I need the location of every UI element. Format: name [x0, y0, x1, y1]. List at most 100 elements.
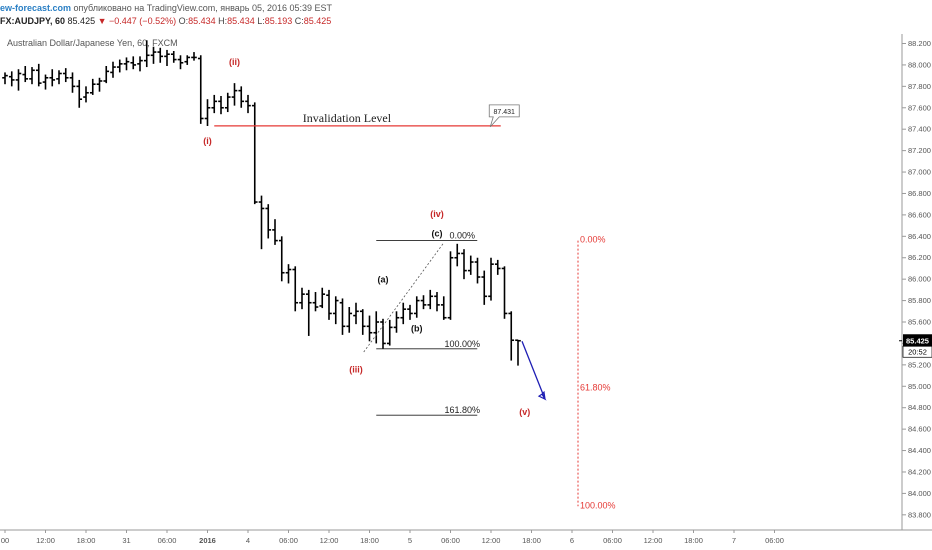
y-tick-label: 84.800 — [908, 403, 931, 412]
ohlc-bar — [76, 79, 83, 108]
x-tick-label: 12:00 — [482, 536, 501, 545]
ohlc-bar — [49, 69, 56, 87]
fib-level-label: 100.00% — [444, 339, 480, 349]
y-tick-label: 85.200 — [908, 360, 931, 369]
ohlc-bar — [312, 292, 319, 312]
ohlc-bar — [150, 46, 157, 64]
ohlc-bar — [116, 59, 123, 73]
ohlc-bar — [501, 266, 508, 319]
ohlc-bar — [332, 296, 339, 325]
ohlc-bar — [224, 92, 231, 113]
ohlc-bar — [292, 266, 299, 312]
ohlc-bar — [110, 61, 116, 78]
x-tick-label: 12:00 — [36, 536, 55, 545]
ohlc-high-label: H: — [218, 16, 228, 26]
ohlc-bar — [15, 69, 22, 91]
y-tick-label: 85.800 — [908, 296, 931, 305]
ohlc-bar — [218, 95, 224, 115]
ohlc-bar — [359, 309, 366, 335]
x-tick-label: 06:00 — [765, 536, 784, 545]
y-tick-label: 86.400 — [908, 232, 931, 241]
x-tick-label: 4 — [246, 536, 250, 545]
fib-trend-line — [363, 242, 445, 353]
ohlc-bar — [83, 86, 89, 103]
ohlc-bar — [413, 296, 420, 318]
x-tick-label: 18:00 — [522, 536, 541, 545]
publish-info: опубликовано на TradingView.com, январь … — [73, 3, 333, 13]
price-change: −0.447 (−0.52%) — [109, 16, 177, 26]
ohlc-bar — [346, 307, 353, 333]
ohlc-bar — [62, 68, 69, 83]
y-tick-label: 88.200 — [908, 39, 931, 48]
ohlc-bar — [258, 195, 265, 250]
y-tick-label: 86.800 — [908, 189, 931, 198]
wave-label: (b) — [411, 324, 423, 334]
ohlc-bar — [272, 219, 278, 245]
invalidation-label: Invalidation Level — [303, 111, 392, 125]
invalidation-price-label: 87.431 — [494, 109, 516, 116]
ohlc-bar — [42, 74, 49, 90]
ohlc-bar — [238, 86, 245, 108]
ohlc-bar — [373, 311, 380, 344]
ohlc-bar — [191, 52, 197, 61]
ohlc-bar — [447, 251, 454, 320]
chart-title: Australian Dollar/Japanese Yen, 60, FXCM — [7, 38, 178, 48]
ohlc-bar — [319, 287, 326, 309]
wave-label: (iii) — [349, 364, 363, 374]
ohlc-bar — [440, 296, 447, 320]
ohlc-bar — [56, 70, 62, 85]
ohlc-bar — [434, 292, 440, 312]
y-tick-label: 87.200 — [908, 146, 931, 155]
ohlc-bar — [420, 295, 427, 310]
y-tick-label: 84.200 — [908, 467, 931, 476]
ohlc-bar — [326, 289, 332, 320]
y-tick-label: 84.000 — [908, 489, 931, 498]
wave-label: (iv) — [430, 209, 444, 219]
ohlc-bar — [197, 55, 204, 124]
y-tick-label: 86.200 — [908, 253, 931, 262]
ohlc-bar — [278, 236, 285, 282]
ohlc-bar — [245, 94, 251, 114]
x-tick-label: 12:00 — [644, 536, 663, 545]
ohlc-bar — [177, 55, 184, 70]
ohlc-bar — [143, 40, 150, 68]
y-tick-label: 87.400 — [908, 125, 931, 134]
x-tick-label: 31 — [122, 536, 130, 545]
y-tick-label: 87.600 — [908, 103, 931, 112]
ohlc-bar — [103, 65, 110, 84]
symbol-name: FX:AUDJPY, 60 — [0, 16, 66, 26]
y-tick-label: 85.000 — [908, 382, 931, 391]
ohlc-bar — [427, 289, 434, 310]
x-tick-label: 2016 — [199, 536, 216, 545]
y-tick-label: 86.600 — [908, 210, 931, 219]
ohlc-bar — [461, 249, 467, 280]
arrow-head-icon — [537, 390, 547, 401]
y-tick-label: 84.600 — [908, 425, 931, 434]
x-tick-label: 18:00 — [684, 536, 703, 545]
symbol-header: FX:AUDJPY, 60 85.425 ▼ −0.447 (−0.52%) O… — [0, 16, 331, 26]
ohlc-bar — [204, 99, 211, 126]
ohlc-bar — [481, 270, 488, 305]
ohlc-bar — [2, 72, 8, 85]
ohlc-bar — [366, 315, 373, 342]
countdown-box — [902, 345, 932, 358]
fib-red-label: 61.80% — [580, 382, 611, 392]
ohlc-bar — [386, 319, 393, 346]
ohlc-bar — [130, 56, 137, 70]
y-tick-label: 87.000 — [908, 168, 931, 177]
wave-label: (v) — [519, 407, 530, 417]
x-tick-label: 06:00 — [603, 536, 622, 545]
last-price: 85.425 — [67, 16, 96, 26]
ohlc-open-value: 85.434 — [188, 16, 216, 26]
ohlc-bar — [467, 255, 474, 275]
y-tick-label: 84.400 — [908, 446, 931, 455]
y-tick-label: 83.800 — [908, 510, 931, 519]
y-tick-label: 86.000 — [908, 275, 931, 284]
ohlc-bar — [29, 67, 35, 85]
countdown-label: 20:52 — [908, 347, 927, 356]
ohlc-bar — [393, 311, 400, 333]
x-tick-label: 7 — [732, 536, 736, 545]
site-link[interactable]: ew-forecast.com — [0, 3, 72, 13]
ohlc-bar — [8, 71, 15, 87]
